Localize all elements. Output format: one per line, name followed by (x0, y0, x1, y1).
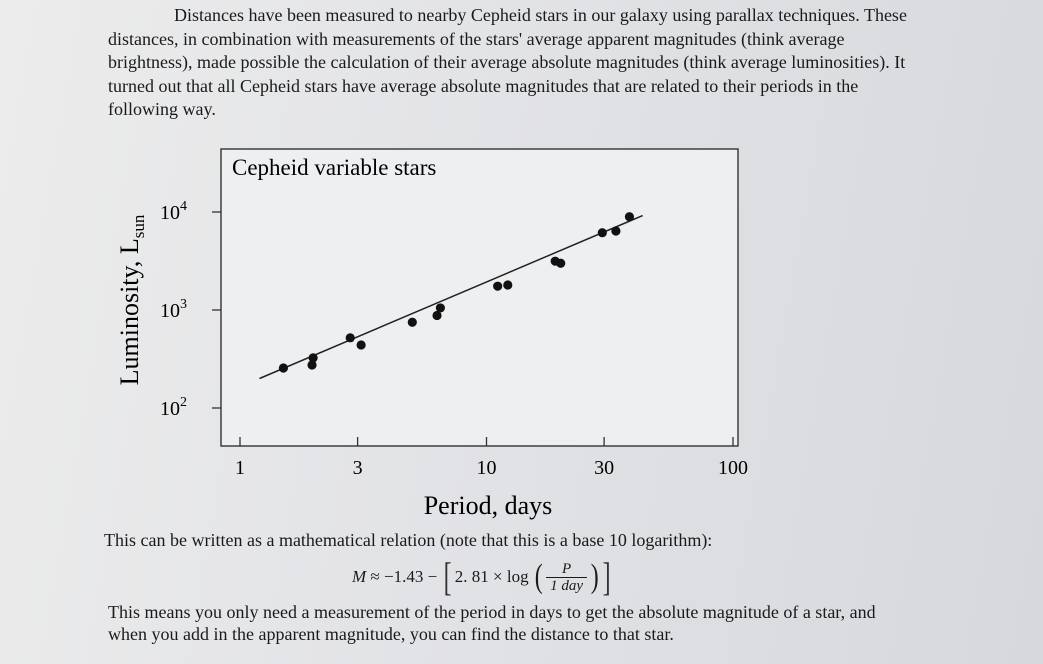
x-tick-label: 100 (718, 457, 748, 479)
y-tick-base: 10 (160, 300, 180, 322)
data-point (278, 363, 289, 373)
magnitude-formula: M ≈ −1.43 − [ 2. 81 × log ( P 1 day ) ] (352, 556, 614, 598)
formula-approx: ≈ −1.43 − (370, 567, 438, 586)
x-tick-label: 10 (477, 457, 497, 479)
data-point (611, 226, 621, 236)
data-point (432, 310, 442, 321)
data-points (278, 212, 635, 373)
y-tick-base: 10 (160, 398, 180, 420)
formula-right-bracket: ] (603, 554, 612, 599)
data-point (503, 280, 513, 290)
y-tick-label: 104 (160, 199, 187, 224)
x-axis-label: Period, days (424, 491, 553, 520)
y-axis-label: Luminosity, Lsun (115, 214, 148, 385)
y-tick-exponent: 4 (180, 199, 187, 214)
y-tick-label: 103 (160, 297, 187, 322)
y-tick-exponent: 3 (180, 297, 187, 312)
relation-sentence: This can be written as a mathematical re… (104, 530, 713, 550)
y-tick-exponent: 2 (180, 395, 187, 410)
formula-lhs: M (352, 567, 367, 586)
chart-title: Cepheid variable stars (232, 155, 436, 180)
data-point (345, 333, 355, 343)
y-tick-label: 102 (160, 395, 187, 420)
x-axis: 1 3 10 30 100 (235, 437, 748, 479)
plot-frame (220, 148, 739, 447)
y-axis-label-sub: sun (129, 214, 148, 238)
x-tick-label: 1 (235, 457, 245, 479)
data-point (356, 340, 366, 350)
fit-line (259, 214, 643, 380)
formula-left-bracket: [ (444, 554, 453, 599)
formula-coefficient: 2. 81 × log (454, 567, 529, 586)
formula-numerator: P (562, 560, 572, 577)
data-point (435, 303, 445, 313)
y-axis-label-main: Luminosity, L (115, 238, 144, 385)
x-tick-label: 3 (353, 457, 363, 479)
formula-right-paren: ) (590, 558, 599, 595)
x-tick-label: 30 (594, 457, 614, 479)
data-point (597, 228, 607, 238)
data-point (307, 360, 317, 370)
formula-left-paren: ( (534, 558, 543, 595)
data-point (407, 317, 417, 327)
data-point (624, 212, 635, 222)
data-point (308, 353, 318, 363)
formula-fraction: P 1 day (546, 560, 588, 594)
intro-paragraph: Distances have been measured to nearby C… (108, 5, 907, 119)
y-tick-base: 10 (160, 202, 180, 224)
data-point (493, 281, 503, 291)
formula-denominator: 1 day (546, 576, 588, 594)
conclusion-paragraph: This means you only need a measurement o… (108, 602, 876, 644)
data-point (556, 258, 566, 268)
